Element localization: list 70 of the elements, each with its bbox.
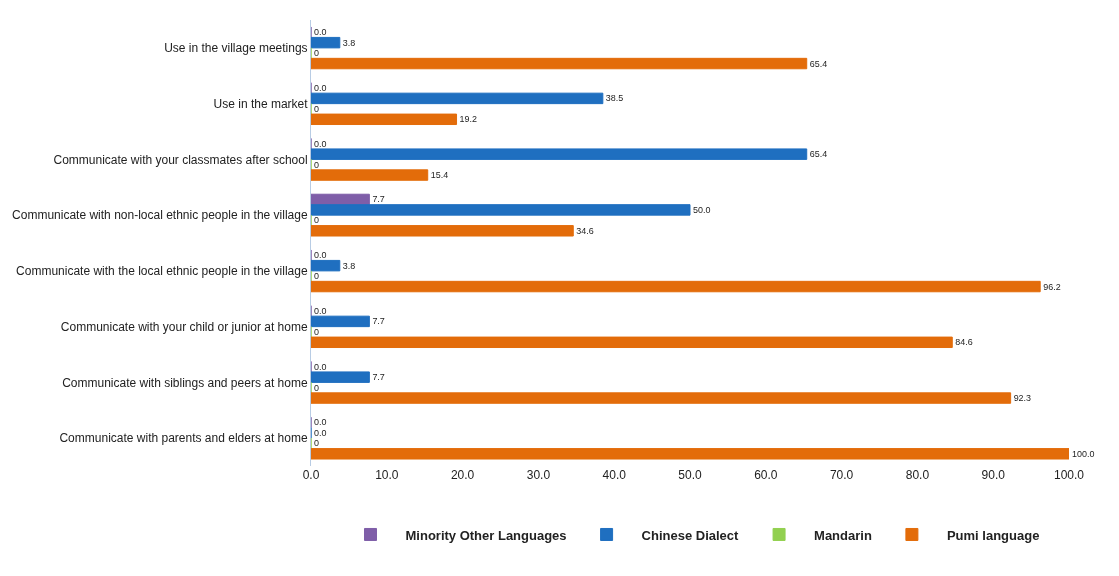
data-label: 92.3 [1013,393,1032,404]
x-tick-label: 60.0 [754,468,778,482]
data-label: 15.4 [430,170,449,181]
x-tick-label: 10.0 [375,468,399,482]
data-label: 3.8 [342,260,356,271]
bar [311,371,370,383]
x-tick-label: 40.0 [602,468,627,482]
data-label: 38.5 [605,93,624,104]
data-label: 96.2 [1043,281,1061,292]
data-label: 7.7 [372,316,385,327]
x-tick-label: 0.0 [302,468,320,482]
x-tick-label: 30.0 [526,468,551,482]
y-tick-label: Use in the village meetings [164,41,308,56]
bar [311,259,341,272]
y-tick-label: Communicate with siblings and peers at home [62,375,308,390]
y-tick-label: Communicate with non-local ethnic people in the village [12,208,308,223]
bar [311,204,691,216]
data-label: 0 [314,326,319,337]
data-label: 0.0 [314,82,327,93]
y-tick-label: Communicate with the local ethnic people in the village [16,264,308,279]
legend-label: Minority Other Languages [405,527,567,543]
bar [311,448,1069,460]
y-tick-label: Communicate with your classmates after school [53,152,308,167]
bar [311,225,574,237]
y-tick-label: Communicate with parents and elders at home [59,431,308,446]
x-tick-label: 80.0 [905,468,930,482]
data-label: 0.0 [314,427,327,438]
legend-label: Pumi language [946,527,1040,543]
data-label: 0.0 [314,250,327,261]
bar [311,92,604,105]
data-label: 19.2 [459,114,477,125]
bar [311,148,808,160]
bar [311,36,341,49]
data-label: 3.8 [342,37,356,48]
data-label: 0.0 [314,27,327,38]
x-tick-label: 20.0 [450,468,475,482]
data-label: 0 [314,159,319,170]
bar [311,336,953,349]
x-tick-label: 70.0 [829,468,854,482]
data-label: 0.0 [314,417,327,428]
x-tick-label: 90.0 [981,468,1006,482]
data-label: 0 [314,271,319,282]
data-label: 7.7 [372,372,385,383]
data-label: 0 [314,382,319,393]
legend-label: Mandarin [814,527,872,543]
legend-label: Chinese Dialect [641,527,740,543]
data-label: 100.0 [1072,448,1095,459]
data-label: 34.6 [576,225,594,236]
data-label: 0 [314,438,319,449]
bar [311,280,1041,293]
data-label: 65.4 [809,58,828,69]
data-label: 0.0 [314,305,327,316]
y-tick-label: Communicate with your child or junior at home [60,319,308,334]
y-tick-label: Use in the market [213,96,309,111]
bar [311,169,429,181]
data-label: 0.0 [314,361,327,372]
bar [311,57,808,70]
x-tick-label: 50.0 [678,468,702,482]
bar [311,113,458,126]
data-label: 0.0 [314,138,327,149]
x-tick-label: 100.0 [1053,468,1085,482]
data-label: 84.6 [955,337,973,348]
data-label: 7.7 [372,194,385,205]
data-label: 0 [314,48,319,59]
data-label: 50.0 [693,204,711,215]
bar [311,392,1012,404]
bar [311,315,370,328]
data-label: 0 [314,103,319,114]
data-label: 65.4 [809,149,828,160]
data-label: 0 [314,215,319,226]
